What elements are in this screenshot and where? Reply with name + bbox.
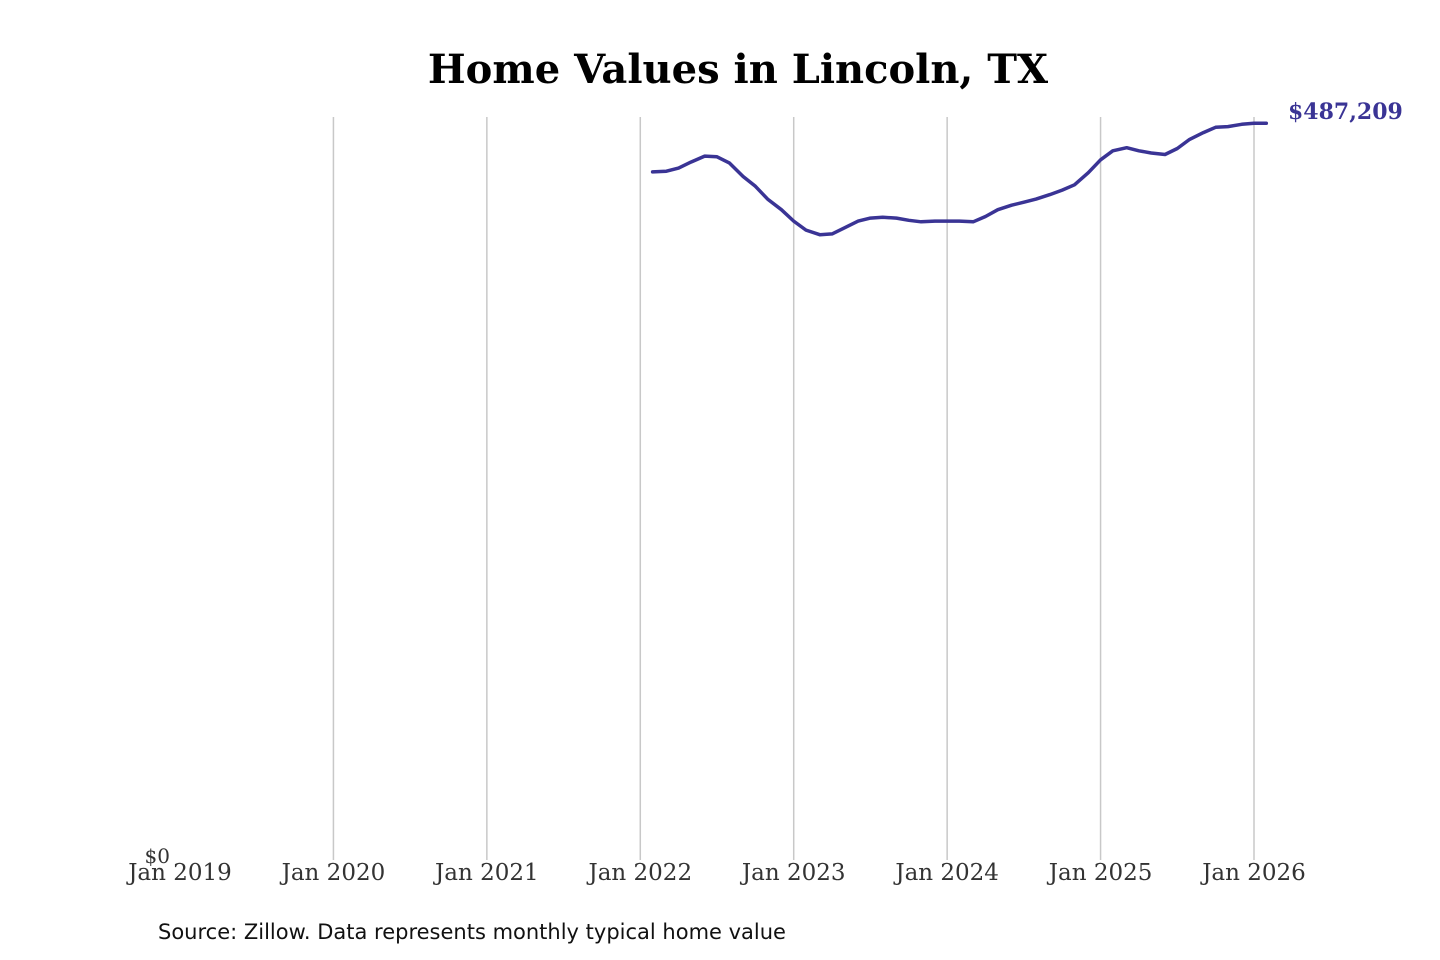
x-tick-label: Jan 2022 [586,860,692,886]
x-tick-label: Jan 2023 [740,860,846,886]
x-axis-ticks: Jan 2019 Jan 2020 Jan 2021 Jan 2022 Jan 2023… [126,860,1306,886]
gridlines [332,117,1255,860]
x-tick-label: Jan 2026 [1200,860,1306,886]
home-value-line [650,121,1269,237]
source-note: Source: Zillow. Data represents monthly … [158,920,786,944]
x-tick-label: Jan 2021 [433,860,539,886]
x-tick-label: Jan 2020 [280,860,386,886]
latest-value-label: $487,209 [1288,99,1403,125]
chart-title: Home Values in Lincoln, TX [428,46,1048,93]
x-tick-label: Jan 2025 [1047,860,1153,886]
x-tick-label: Jan 2024 [893,860,999,886]
y-tick-label-zero: $0 [145,844,170,868]
x-tick-label: Jan 2019 [126,860,232,886]
